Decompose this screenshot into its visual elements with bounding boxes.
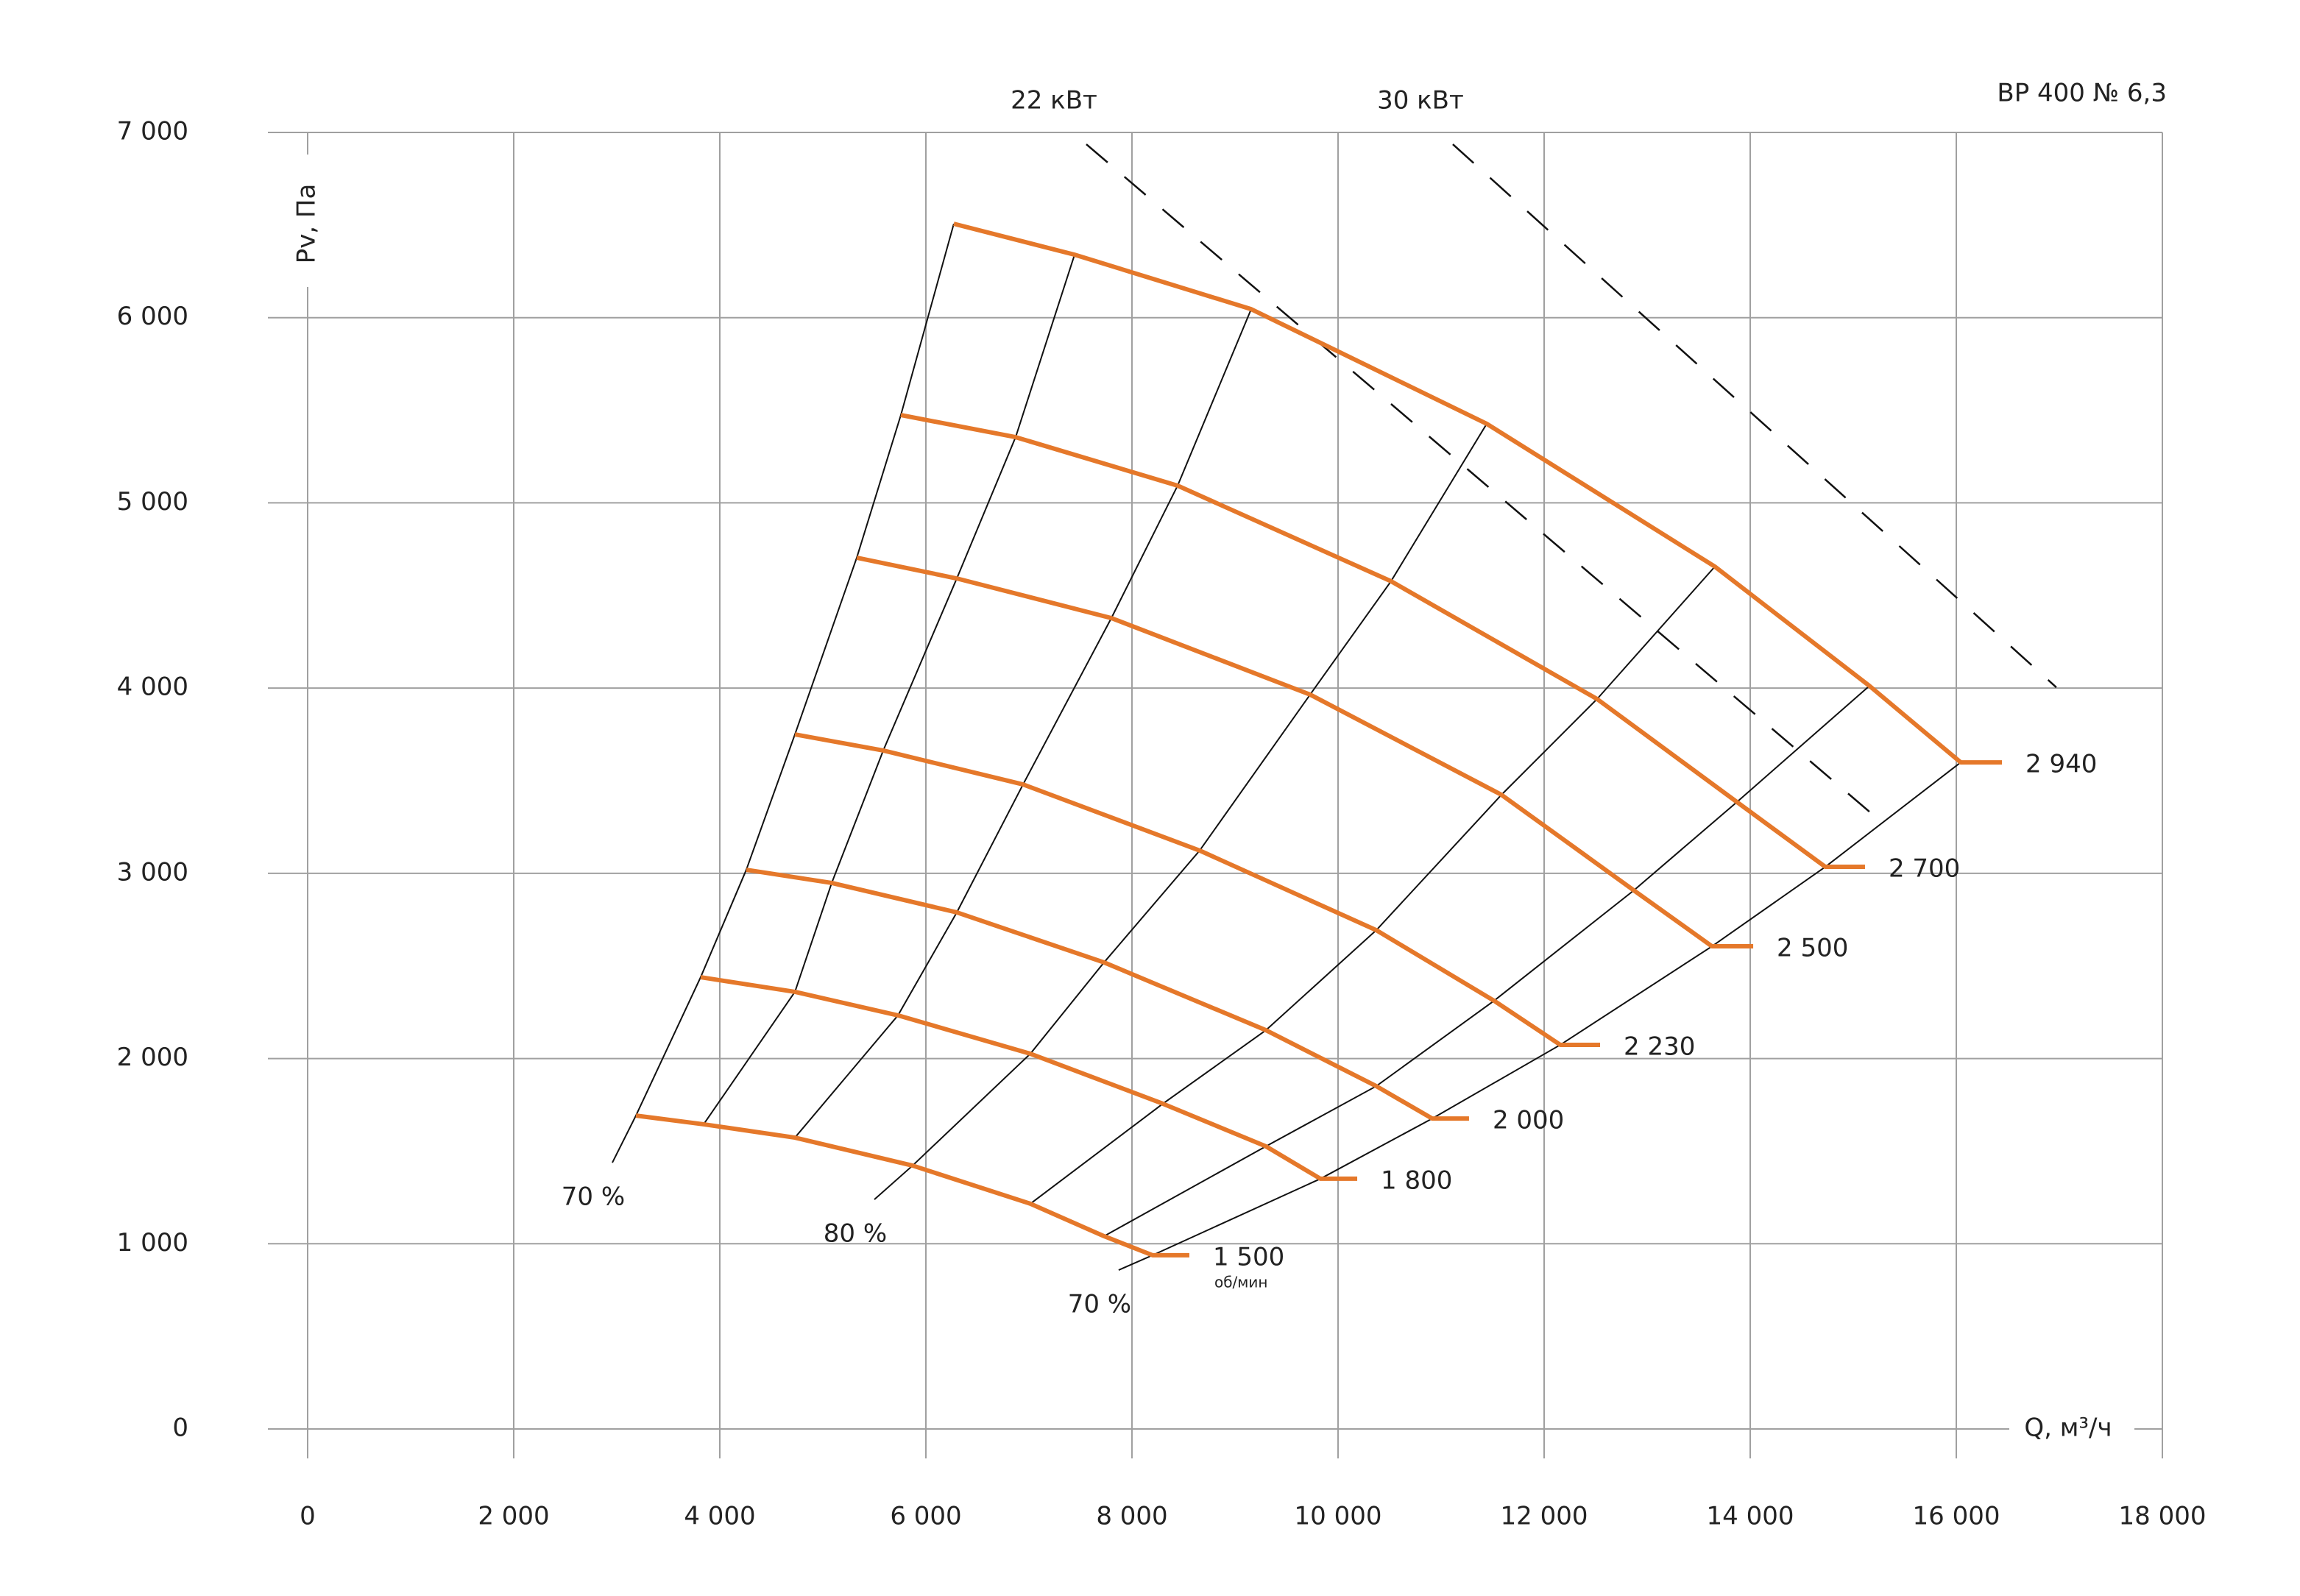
- x-tick-label: 0: [300, 1502, 316, 1531]
- efficiency-line: [1030, 566, 1716, 1205]
- efficiency-line: [874, 423, 1487, 1200]
- speed-unit: об/мин: [1214, 1273, 1267, 1291]
- speed-label: 2 230: [1624, 1032, 1695, 1061]
- x-tick-label: 18 000: [2119, 1502, 2207, 1531]
- efficiency-line: [612, 223, 955, 1163]
- efficiency-line: [1118, 762, 1961, 1271]
- y-tick-label: 7 000: [117, 117, 188, 146]
- y-tick-label: 0: [172, 1414, 188, 1443]
- x-tick-label: 2 000: [478, 1502, 549, 1531]
- y-tick-label: 3 000: [117, 857, 188, 887]
- x-tick-label: 16 000: [1913, 1502, 2000, 1531]
- efficiency-line: [703, 254, 1075, 1125]
- y-tick-label: 5 000: [117, 487, 188, 517]
- y-tick-label: 6 000: [117, 302, 188, 331]
- speed-curve: [856, 555, 1754, 949]
- efficiency-label: 70 %: [562, 1182, 625, 1212]
- x-tick-label: 6 000: [890, 1502, 961, 1531]
- x-tick-label: 8 000: [1096, 1502, 1167, 1531]
- label-backing: [291, 155, 324, 287]
- speed-label: 1 500: [1213, 1242, 1284, 1272]
- speed-label: 2 940: [2025, 750, 2097, 779]
- speed-curve: [794, 732, 1601, 1047]
- plot: [612, 143, 2057, 1271]
- y-tick-label: 4 000: [117, 673, 188, 702]
- efficiency-label: 70 %: [1068, 1290, 1131, 1319]
- x-tick-label: 12 000: [1501, 1502, 1588, 1531]
- y-tick-label: 1 000: [117, 1228, 188, 1258]
- speed-label: 2 000: [1493, 1106, 1564, 1135]
- power-line: [1086, 143, 1885, 826]
- x-axis-label: Q, м³/ч: [2024, 1414, 2112, 1443]
- speed-label: 1 800: [1381, 1166, 1452, 1195]
- efficiency-label: 80 %: [824, 1219, 887, 1249]
- power-label: 30 кВт: [1377, 86, 1464, 116]
- speed-curve: [746, 868, 1469, 1121]
- labels: ВР 400 № 6,3 0 1 000 2 000 3 000 4 000 5 000 6…: [117, 79, 2207, 1531]
- speed-curve: [700, 975, 1358, 1181]
- efficiency-line: [1103, 685, 1870, 1237]
- efficiency-line: [794, 308, 1252, 1138]
- speed-label: 2 700: [1889, 854, 1960, 884]
- x-tick-label: 10 000: [1295, 1502, 1382, 1531]
- x-tick-label: 4 000: [684, 1502, 755, 1531]
- chart-title: ВР 400 № 6,3: [1997, 79, 2167, 108]
- speed-curve: [900, 413, 1865, 870]
- speed-label: 2 500: [1777, 934, 1848, 963]
- x-tick-label: 14 000: [1707, 1502, 1794, 1531]
- y-tick-label: 2 000: [117, 1043, 188, 1072]
- label-backing: [2009, 1413, 2134, 1445]
- speed-curve: [635, 1113, 1189, 1258]
- power-label: 22 кВт: [1011, 86, 1097, 116]
- speed-curve: [953, 221, 2003, 765]
- y-axis-label: Pv, Па: [292, 184, 322, 264]
- power-line: [1452, 143, 2057, 689]
